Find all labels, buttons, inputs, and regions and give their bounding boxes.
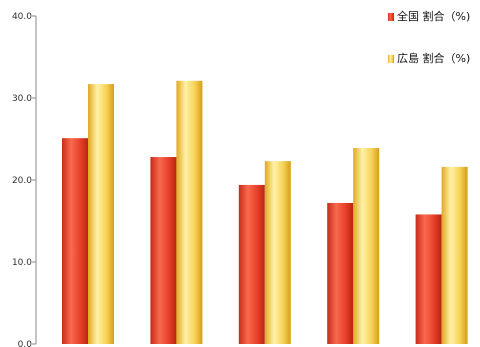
y-axis: 0.0 10.0 20.0 30.0 40.0 bbox=[12, 12, 37, 347]
legend: 全国 割合（%) 広島 割合（%) bbox=[388, 9, 470, 65]
bar-series1-group4 bbox=[327, 202, 354, 344]
y-tick-label: 30.0 bbox=[12, 94, 32, 104]
legend-label-2: 広島 割合（%) bbox=[397, 51, 470, 65]
bar-series1-group5 bbox=[415, 214, 442, 344]
bar-series1-group2 bbox=[150, 157, 177, 344]
bar-series2-group2 bbox=[176, 80, 203, 344]
bar-series1-group1 bbox=[62, 138, 88, 344]
bar-series2-group5 bbox=[441, 166, 468, 344]
legend-swatch-2 bbox=[388, 55, 394, 63]
bars bbox=[62, 80, 468, 344]
legend-swatch-1 bbox=[388, 13, 394, 21]
bar-series2-group3 bbox=[264, 161, 291, 344]
y-tick-label: 40.0 bbox=[12, 12, 32, 22]
y-tick-label: 20.0 bbox=[12, 176, 32, 186]
y-tick-label: 10.0 bbox=[12, 258, 32, 268]
bar-series2-group4 bbox=[353, 148, 380, 344]
bar-series1-group3 bbox=[238, 184, 265, 344]
legend-label-1: 全国 割合（%) bbox=[397, 9, 470, 23]
y-tick-label: 0.0 bbox=[18, 340, 33, 347]
bar-series2-group1 bbox=[88, 84, 114, 344]
